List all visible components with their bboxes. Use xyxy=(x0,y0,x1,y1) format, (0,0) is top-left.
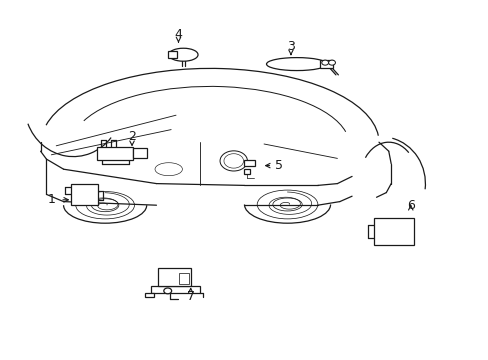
Bar xyxy=(71,184,98,205)
Bar xyxy=(320,60,332,68)
Bar xyxy=(97,147,133,160)
Text: 5: 5 xyxy=(274,159,282,172)
Bar xyxy=(167,51,176,58)
Text: 1: 1 xyxy=(47,193,55,206)
Bar xyxy=(244,169,250,174)
Bar xyxy=(144,293,153,297)
Bar xyxy=(244,160,255,166)
Text: 2: 2 xyxy=(128,130,136,143)
Text: 6: 6 xyxy=(406,199,414,212)
Bar xyxy=(373,218,413,245)
Circle shape xyxy=(321,60,328,65)
Bar xyxy=(150,286,199,293)
Circle shape xyxy=(163,288,171,294)
Text: 4: 4 xyxy=(174,28,182,41)
Bar xyxy=(179,273,188,284)
Bar xyxy=(133,148,147,158)
Text: 3: 3 xyxy=(286,40,294,53)
Text: 7: 7 xyxy=(186,291,194,303)
Circle shape xyxy=(328,60,335,65)
Bar xyxy=(158,268,191,286)
